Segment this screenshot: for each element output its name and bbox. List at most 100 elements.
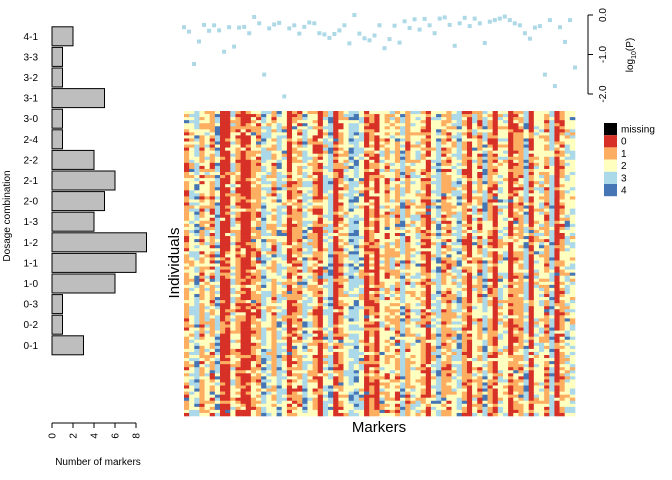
heatmap-cell: [379, 223, 385, 228]
heatmap-cell: [235, 123, 241, 127]
heatmap-cell: [425, 294, 432, 298]
heatmap-cell: [189, 266, 195, 270]
heatmap-cell: [194, 300, 200, 304]
pvalue-point: [242, 24, 247, 29]
heatmap-cell: [297, 367, 303, 371]
heatmap-cell: [384, 324, 391, 328]
heatmap-cell: [364, 345, 370, 350]
heatmap-cell: [261, 214, 267, 219]
heatmap-cell: [333, 382, 339, 386]
heatmap-cell: [348, 165, 355, 170]
heatmap-cell: [220, 202, 226, 206]
heatmap-cell: [225, 144, 231, 148]
heatmap-cell: [214, 266, 221, 270]
heatmap-cell: [281, 370, 288, 374]
heatmap-cell: [230, 306, 236, 310]
heatmap-cell: [430, 147, 437, 151]
bar-category-label: 3-2: [24, 73, 39, 84]
heatmap-cell: [235, 236, 241, 240]
heatmap-cell: [292, 135, 298, 139]
bar-1-2: [51, 232, 147, 253]
heatmap-cell: [374, 409, 380, 414]
heatmap-cell: [266, 303, 272, 307]
heatmap-cell: [348, 284, 355, 289]
heatmap-cell: [225, 376, 231, 380]
heatmap-cell: [374, 184, 380, 188]
heatmap-cell: [184, 324, 190, 328]
heatmap-cell: [333, 287, 339, 292]
heatmap-cell: [230, 245, 236, 249]
heatmap-cell: [281, 233, 288, 237]
heatmap-cell: [312, 358, 319, 362]
heatmap-cell: [379, 172, 385, 176]
heatmap-cell: [276, 111, 283, 115]
heatmap-cell: [328, 172, 334, 176]
heatmap-cell: [261, 367, 267, 371]
heatmap-cell: [184, 315, 190, 319]
heatmap-cell: [281, 153, 288, 158]
pvalue-point: [472, 16, 477, 21]
heatmap-cell: [189, 355, 195, 359]
heatmap-cell: [358, 370, 365, 374]
heatmap-cell: [364, 248, 370, 252]
heatmap-cell: [209, 229, 216, 234]
heatmap-cell: [400, 184, 406, 188]
heatmap-cell: [338, 342, 344, 347]
heatmap-cell: [405, 376, 411, 380]
heatmap-cell: [220, 294, 226, 298]
heatmap-cell: [199, 370, 205, 374]
pvalue-point: [452, 43, 457, 48]
heatmap-cell: [235, 321, 241, 325]
heatmap-cell: [358, 361, 365, 365]
heatmap-cell: [384, 217, 391, 222]
heatmap-cell: [322, 138, 329, 142]
heatmap-cell: [430, 159, 437, 164]
heatmap-cell: [353, 406, 360, 411]
heatmap-cell: [369, 193, 375, 197]
heatmap-cell: [220, 257, 226, 261]
heatmap-cell: [240, 168, 247, 173]
heatmap-cell: [194, 211, 200, 215]
heatmap-cell: [374, 172, 380, 176]
heatmap-cell: [425, 324, 432, 328]
heatmap-cell: [358, 126, 365, 130]
heatmap-cell: [204, 403, 211, 408]
heatmap-cell: [410, 214, 416, 219]
heatmap-cell: [256, 284, 262, 289]
heatmap-cell: [317, 391, 324, 395]
heatmap-cell: [292, 312, 298, 316]
heatmap-cell: [389, 263, 396, 267]
heatmap-cell: [374, 260, 380, 264]
heatmap-cell: [235, 223, 241, 228]
heatmap-cell: [194, 220, 200, 225]
heatmap-cell: [214, 135, 221, 139]
heatmap-cell: [405, 165, 411, 170]
heatmap-cell: [225, 297, 231, 301]
heatmap-cell: [333, 370, 339, 374]
heatmap-cell: [220, 129, 226, 133]
heatmap-cell: [394, 309, 401, 313]
bar-1-3: [51, 211, 95, 232]
heatmap-cell: [348, 175, 355, 179]
heatmap-cell: [281, 333, 288, 337]
heatmap-cell: [312, 397, 319, 402]
heatmap-cell: [250, 223, 257, 228]
heatmap-cell: [405, 266, 411, 270]
heatmap-cell: [261, 321, 267, 325]
heatmap-cell: [194, 196, 200, 200]
heatmap-cell: [379, 187, 385, 191]
heatmap-cell: [379, 239, 385, 243]
heatmap-cell: [400, 263, 406, 267]
heatmap-cell: [225, 199, 231, 203]
heatmap-cell: [312, 260, 319, 264]
heatmap-cell: [374, 205, 380, 209]
heatmap-cell: [348, 223, 355, 228]
heatmap-cell: [235, 336, 241, 341]
heatmap-cell: [230, 248, 236, 252]
heatmap-cell: [369, 156, 375, 161]
heatmap-cell: [302, 172, 308, 176]
heatmap-cell: [358, 339, 365, 344]
heatmap-cell: [297, 211, 303, 215]
heatmap-cell: [209, 190, 216, 194]
heatmap-cell: [405, 153, 411, 158]
